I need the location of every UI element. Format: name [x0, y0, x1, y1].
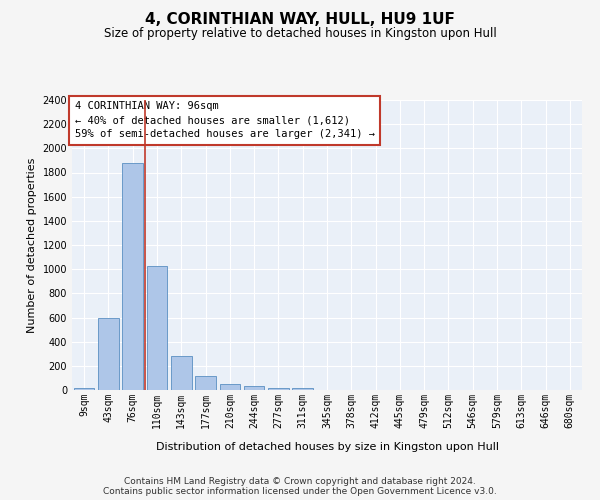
Bar	[220, 384, 240, 390]
Y-axis label: Number of detached properties: Number of detached properties	[27, 158, 37, 332]
Bar	[98, 318, 119, 390]
Bar	[268, 388, 289, 390]
Text: 4, CORINTHIAN WAY, HULL, HU9 1UF: 4, CORINTHIAN WAY, HULL, HU9 1UF	[145, 12, 455, 28]
Text: Size of property relative to detached houses in Kingston upon Hull: Size of property relative to detached ho…	[104, 28, 496, 40]
Bar	[146, 266, 167, 390]
Text: Contains public sector information licensed under the Open Government Licence v3: Contains public sector information licen…	[103, 486, 497, 496]
Text: 4 CORINTHIAN WAY: 96sqm
← 40% of detached houses are smaller (1,612)
59% of semi: 4 CORINTHIAN WAY: 96sqm ← 40% of detache…	[74, 102, 374, 140]
Text: Distribution of detached houses by size in Kingston upon Hull: Distribution of detached houses by size …	[155, 442, 499, 452]
Bar	[122, 163, 143, 390]
Bar	[195, 376, 216, 390]
Text: Contains HM Land Registry data © Crown copyright and database right 2024.: Contains HM Land Registry data © Crown c…	[124, 476, 476, 486]
Bar	[292, 388, 313, 390]
Bar	[74, 388, 94, 390]
Bar	[244, 386, 265, 390]
Bar	[171, 356, 191, 390]
